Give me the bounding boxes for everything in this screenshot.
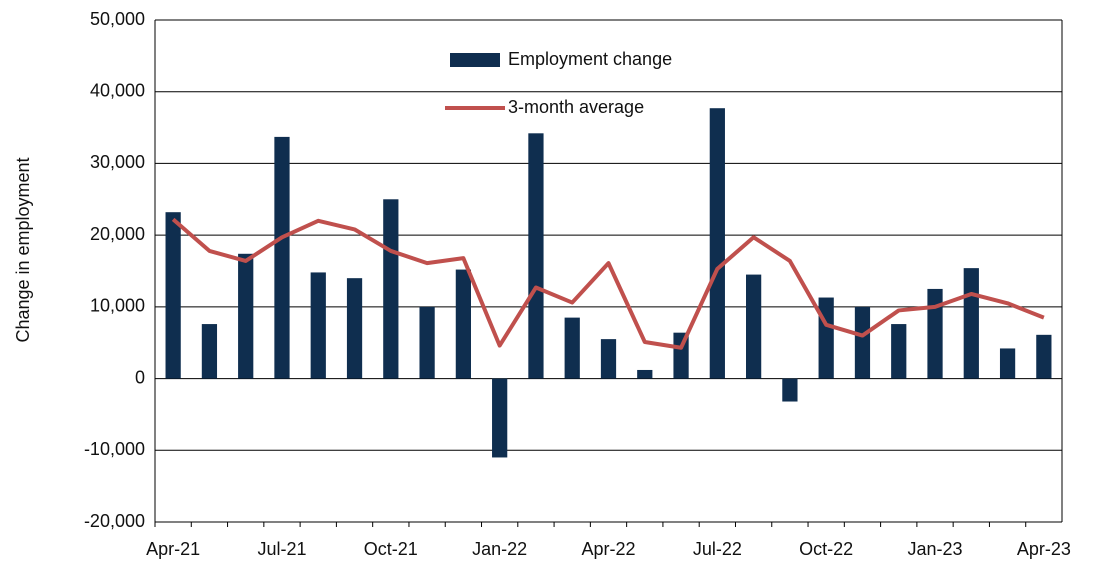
bar xyxy=(963,268,979,379)
bar xyxy=(528,133,544,379)
bar xyxy=(891,324,907,379)
bar xyxy=(455,269,471,379)
x-tick-label: Oct-21 xyxy=(364,539,418,559)
bar xyxy=(709,108,725,379)
bar xyxy=(782,378,798,402)
x-tick-label: Oct-22 xyxy=(799,539,853,559)
x-tick-label: Jul-21 xyxy=(257,539,306,559)
y-tick-label: 10,000 xyxy=(90,296,145,316)
x-tick-label: Apr-21 xyxy=(146,539,200,559)
bar xyxy=(600,339,617,379)
y-tick-label: 0 xyxy=(135,367,145,387)
y-tick-label: 50,000 xyxy=(90,9,145,29)
bar xyxy=(383,199,399,379)
legend-label: Employment change xyxy=(508,49,672,69)
bar xyxy=(854,306,871,379)
x-tick-label: Jan-22 xyxy=(472,539,527,559)
legend-swatch xyxy=(450,53,500,67)
y-tick-label: 40,000 xyxy=(90,80,145,100)
bar xyxy=(564,317,580,379)
x-tick-label: Apr-22 xyxy=(581,539,635,559)
bar xyxy=(310,272,326,379)
line xyxy=(171,217,1045,350)
bar xyxy=(492,378,508,458)
x-tick-label: Apr-23 xyxy=(1017,539,1071,559)
y-tick-label: -20,000 xyxy=(84,511,145,531)
bar xyxy=(346,278,363,379)
bar xyxy=(238,253,254,379)
y-tick-label: -10,000 xyxy=(84,439,145,459)
x-tick-label: Jan-23 xyxy=(907,539,962,559)
bar xyxy=(999,348,1016,379)
legend-label: 3-month average xyxy=(508,97,644,117)
bar xyxy=(1036,334,1052,379)
bar xyxy=(419,306,435,379)
bar xyxy=(201,324,218,379)
bar xyxy=(637,369,653,379)
bar xyxy=(746,274,762,379)
y-tick-label: 30,000 xyxy=(90,152,145,172)
bar xyxy=(274,136,290,379)
bar xyxy=(165,212,181,379)
bar xyxy=(927,288,943,379)
x-tick-label: Jul-22 xyxy=(693,539,742,559)
bar xyxy=(818,297,834,379)
y-tick-label: 20,000 xyxy=(90,224,145,244)
y-axis-label: Change in employment xyxy=(13,157,33,342)
